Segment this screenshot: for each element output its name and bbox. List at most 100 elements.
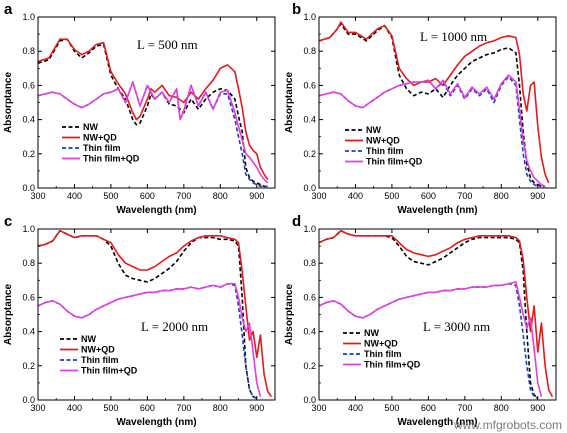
legend-entry: NW: [81, 334, 96, 344]
legend-entry: Thin film+QD: [366, 157, 423, 167]
y-tick-label: 0.2: [22, 149, 35, 159]
x-tick-label: 600: [421, 191, 436, 201]
chart-panel-a: a 300 400 500 600 700 800 900 0.0 0.2 0.4 0.6 0.8 1.0…: [3, 1, 276, 216]
legend-entry: Thin film: [81, 355, 119, 365]
y-axis-label: Absorptance: [284, 284, 295, 346]
x-tick-label: 400: [67, 191, 82, 201]
legend-entry: Thin film+QD: [364, 360, 421, 370]
x-tick-label: 800: [213, 191, 228, 201]
legend-entry: Thin film+QD: [83, 154, 140, 164]
series-line-nw: [38, 38, 268, 188]
length-annotation: L = 3000 nm: [423, 319, 490, 334]
legend-entry: NW: [364, 328, 379, 338]
watermark-text: www.mfgrobots.com: [453, 418, 562, 432]
length-annotation: L = 1000 nm: [420, 29, 487, 44]
x-axis-label: Wavelength (nm): [397, 205, 477, 216]
x-tick-label: 700: [457, 191, 472, 201]
x-axis-label: Wavelength (nm): [116, 205, 196, 216]
legend-entry: NW+QD: [83, 133, 117, 143]
x-tick-label: 300: [311, 403, 326, 413]
x-tick-label: 700: [176, 191, 191, 201]
y-tick-label: 1.0: [303, 12, 316, 22]
series-line-thin-film-qd: [319, 281, 543, 397]
x-tick-label: 900: [249, 191, 264, 201]
y-tick-label: 0.4: [22, 327, 35, 337]
series-line-nw: [319, 229, 539, 399]
x-tick-label: 600: [140, 191, 155, 201]
series-line-thin-film-qd: [319, 74, 546, 188]
y-tick-label: 0.6: [303, 292, 316, 302]
series-lines: [38, 229, 273, 400]
x-tick-label: 300: [30, 403, 45, 413]
series-lines: [319, 21, 550, 188]
length-annotation: L = 2000 nm: [141, 319, 208, 334]
legend-entry: NW+QD: [364, 339, 398, 349]
y-tick-label: 1.0: [22, 224, 35, 234]
y-tick-label: 0.8: [303, 46, 316, 56]
panel-letter: d: [292, 213, 301, 230]
x-tick-label: 600: [140, 403, 155, 413]
series-line-nw-qd: [319, 229, 554, 397]
x-tick-label: 500: [103, 191, 118, 201]
x-tick-label: 500: [384, 403, 399, 413]
y-tick-label: 1.0: [303, 224, 316, 234]
y-tick-label: 0.0: [303, 183, 316, 193]
x-tick-label: 400: [348, 403, 363, 413]
panel-letter: c: [4, 213, 12, 230]
x-tick-label: 800: [494, 403, 509, 413]
y-tick-label: 0.2: [303, 361, 316, 371]
panels: a 300 400 500 600 700 800 900 0.0 0.2 0.4 0.6 0.8 1.0…: [3, 1, 557, 428]
chart-panel-b: b 300 400 500 600 700 800 900 0.0 0.2 0.4 0.6 0.8 1.0…: [284, 1, 557, 216]
legend-entry: NW+QD: [81, 345, 115, 355]
y-tick-label: 0.6: [303, 80, 316, 90]
x-tick-label: 700: [457, 403, 472, 413]
y-tick-label: 0.0: [22, 395, 35, 405]
y-tick-label: 0.2: [303, 149, 316, 159]
legend-entry: NW+QD: [366, 136, 400, 146]
legend-entry: Thin film: [83, 143, 121, 153]
y-tick-label: 0.6: [22, 292, 35, 302]
series-line-thin-film: [319, 282, 539, 400]
y-axis-label: Absorptance: [284, 72, 295, 134]
y-axis-label: Absorptance: [3, 72, 14, 134]
x-tick-label: 400: [67, 403, 82, 413]
panel-letter: a: [4, 1, 13, 18]
x-tick-label: 900: [249, 403, 264, 413]
y-tick-label: 0.8: [22, 258, 35, 268]
y-tick-label: 0.6: [22, 80, 35, 90]
series-line-thin-film: [38, 282, 258, 400]
series-line-nw-qd: [319, 21, 550, 184]
legend-entry: NW: [83, 122, 98, 132]
y-tick-label: 0.4: [303, 115, 316, 125]
x-axis-label: Wavelength (nm): [116, 417, 196, 428]
series-line-thin-film-qd: [38, 282, 262, 397]
series-line-nw-qd: [38, 38, 269, 180]
legend-entry: NW: [366, 125, 381, 135]
y-tick-label: 0.8: [22, 46, 35, 56]
legend-entry: Thin film+QD: [81, 366, 138, 376]
x-tick-label: 900: [530, 403, 545, 413]
x-tick-label: 800: [213, 403, 228, 413]
y-tick-label: 0.4: [22, 115, 35, 125]
y-tick-label: 1.0: [22, 12, 35, 22]
series-lines: [38, 38, 269, 188]
x-tick-label: 700: [176, 403, 191, 413]
x-tick-label: 500: [384, 191, 399, 201]
y-tick-label: 0.2: [22, 361, 35, 371]
y-tick-label: 0.0: [22, 183, 35, 193]
y-axis-label: Absorptance: [3, 284, 14, 346]
x-tick-label: 800: [494, 191, 509, 201]
y-tick-label: 0.8: [303, 258, 316, 268]
y-tick-label: 0.4: [303, 327, 316, 337]
chart-panel-d: d 300 400 500 600 700 800 900 0.0 0.2 0.4 0.6 0.8 1.0…: [284, 213, 557, 428]
x-tick-label: 300: [30, 191, 45, 201]
series-line-thin-film: [319, 76, 542, 188]
chart-panel-c: c 300 400 500 600 700 800 900 0.0 0.2 0.4 0.6 0.8 1.0…: [3, 213, 276, 428]
series-line-nw-qd: [38, 229, 273, 398]
series-line-thin-film-qd: [38, 81, 269, 184]
